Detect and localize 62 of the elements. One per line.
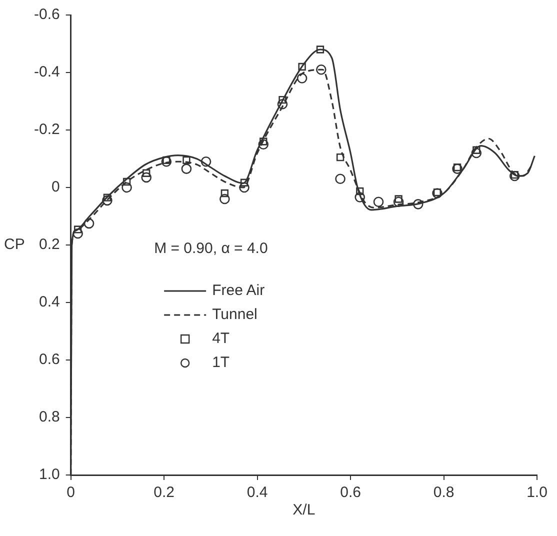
point bbox=[471, 148, 482, 158]
point bbox=[141, 172, 152, 183]
point bbox=[260, 138, 268, 146]
point bbox=[278, 96, 286, 104]
y-tick-label: -0.6 bbox=[34, 6, 60, 24]
point bbox=[412, 199, 424, 210]
x-tick-label: 0 bbox=[66, 484, 76, 502]
legend-label: Tunnel bbox=[212, 306, 258, 324]
point bbox=[103, 194, 112, 202]
y-tick-label: -0.4 bbox=[34, 64, 60, 81]
y-tick-label: 0.6 bbox=[38, 351, 60, 368]
point bbox=[472, 146, 480, 154]
point bbox=[316, 46, 324, 54]
point bbox=[220, 194, 230, 204]
point bbox=[354, 192, 366, 202]
point bbox=[335, 174, 346, 184]
point bbox=[373, 196, 384, 208]
point bbox=[240, 178, 248, 186]
y-axis-title: CP bbox=[4, 236, 25, 254]
point bbox=[393, 196, 404, 208]
point bbox=[84, 218, 94, 229]
y-tick-label: 0.4 bbox=[38, 294, 60, 311]
point bbox=[142, 169, 150, 177]
legend-label: Free Air bbox=[212, 282, 265, 300]
point bbox=[182, 156, 190, 164]
point bbox=[394, 195, 402, 203]
point bbox=[161, 156, 172, 167]
point bbox=[122, 182, 132, 193]
y-tick-label: 0 bbox=[52, 178, 60, 196]
point bbox=[74, 226, 82, 234]
y-tick-label: -0.2 bbox=[34, 121, 60, 138]
x-tick-label: 0.2 bbox=[154, 484, 175, 502]
point bbox=[453, 164, 462, 172]
point bbox=[296, 73, 308, 84]
point bbox=[162, 156, 170, 164]
point bbox=[277, 98, 288, 110]
point bbox=[102, 195, 112, 206]
legend-label: 1T bbox=[212, 354, 230, 372]
point bbox=[122, 178, 131, 186]
x-tick-label: 0.4 bbox=[246, 484, 268, 502]
point bbox=[200, 156, 212, 167]
x-tick-label: 1.0 bbox=[526, 484, 548, 502]
point bbox=[298, 62, 306, 71]
point bbox=[510, 171, 518, 179]
point bbox=[356, 187, 364, 196]
point bbox=[220, 189, 229, 198]
y-tick-label: 0.8 bbox=[38, 408, 60, 426]
legend-label: 4T bbox=[212, 330, 230, 348]
y-tick-label: 1.0 bbox=[38, 466, 60, 484]
point bbox=[336, 153, 344, 162]
annotation: M = 0.90, α = 4.0 bbox=[154, 240, 268, 258]
point bbox=[452, 164, 462, 174]
point bbox=[181, 164, 192, 174]
x-tick-label: 0.6 bbox=[340, 484, 361, 502]
point bbox=[258, 139, 269, 150]
x-axis-title: X/L bbox=[292, 502, 316, 519]
point bbox=[72, 228, 83, 239]
x-tick-label: 0.8 bbox=[433, 484, 454, 502]
point bbox=[239, 182, 250, 193]
point bbox=[316, 64, 326, 75]
point bbox=[509, 170, 520, 182]
y-tick-label: 0.2 bbox=[38, 236, 60, 254]
